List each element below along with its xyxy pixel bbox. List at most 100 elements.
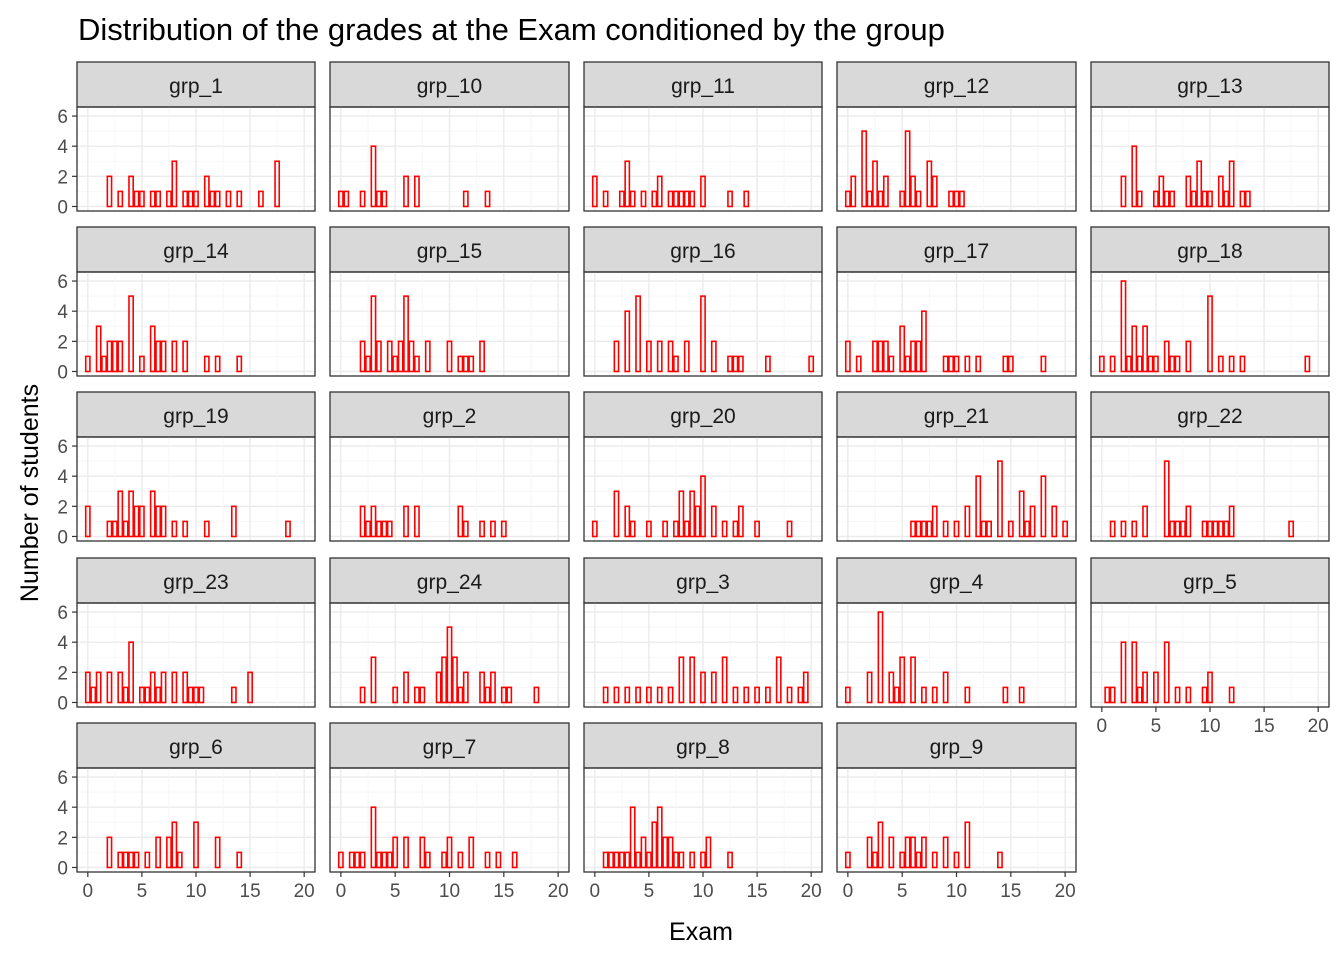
histogram-bar [1125,355,1132,373]
histogram-bar [1147,355,1154,373]
histogram-bar [915,851,922,869]
histogram-bar [1142,671,1148,704]
y-tick-label: 2 [57,663,68,684]
histogram-bar [375,520,382,538]
histogram-bar [710,671,717,704]
histogram-bar [727,355,733,373]
histogram-bar [1002,686,1009,704]
histogram-bar [635,851,641,869]
histogram-bar [370,656,377,704]
histogram-bar [613,340,620,373]
facet-label: grp_3 [676,571,730,594]
histogram-bar [413,355,420,373]
histogram-bar [193,190,199,208]
histogram-bar [160,671,167,704]
histogram-bar [484,686,491,704]
panel-border [836,271,1077,377]
panel-border [583,106,823,212]
histogram-bar [953,851,960,869]
histogram-bar [893,686,900,704]
x-tick-label: 0 [83,881,94,902]
histogram-bar [446,340,453,373]
facet-panel: grp_11 [583,61,823,212]
histogram-bar [629,190,636,208]
histogram-bar [624,160,631,208]
histogram-bar [765,355,771,373]
facet-label: grp_14 [163,240,229,263]
histogram-bar [462,190,469,208]
histogram-bar [457,686,464,704]
histogram-bar [381,520,388,538]
histogram-bar [149,325,156,373]
histogram-bar [171,821,178,869]
x-tick-label: 0 [590,881,601,902]
panel-border [1090,436,1330,542]
histogram-bar [457,505,464,538]
histogram-bar [236,355,243,373]
facet-label: grp_21 [924,405,989,428]
histogram-bar [403,836,409,869]
histogram-bar [424,340,431,373]
panel-border [329,106,570,212]
histogram-bar [689,656,696,704]
facet-strip [1090,391,1330,438]
histogram-bar [1098,355,1105,373]
histogram-bar [888,836,895,869]
histogram-bar [171,520,178,538]
histogram-bar [882,340,889,373]
histogram-bar [1153,671,1159,704]
histogram-bar [1174,355,1181,373]
histogram-bar [727,851,733,869]
histogram-bar [403,671,409,704]
histogram-bar [624,310,631,373]
histogram-bar [106,671,113,704]
facet-label: grp_2 [423,405,477,428]
x-tick-label: 20 [1308,716,1329,737]
facet-strip [76,61,316,108]
histogram-bar [397,340,404,373]
y-tick-label: 0 [57,693,68,714]
histogram-bar [624,505,631,538]
histogram-bar [285,520,291,538]
histogram-bar [866,836,873,869]
histogram-bar [171,671,178,704]
facet-panel: grp_16 [583,226,823,377]
histogram-bar [700,175,706,208]
histogram-bar [1109,355,1116,373]
histogram-bar [926,160,933,208]
histogram-bar [656,686,663,704]
y-tick-label: 4 [57,633,68,654]
histogram-bar [348,851,355,869]
histogram-bar [462,355,469,373]
histogram-bar [904,355,911,373]
histogram-bar [176,851,183,869]
histogram-bar [678,490,685,538]
histogram-bar [111,520,118,538]
histogram-bar [953,520,960,538]
y-axis-label: Number of students [16,384,44,602]
histogram-bar [678,656,685,704]
facet-strip [1090,557,1330,604]
histogram-bar [802,671,809,704]
histogram-bar [997,460,1003,538]
histogram-bar [214,355,221,373]
histogram-bar [1040,475,1047,538]
histogram-bar [1153,355,1159,373]
histogram-bar [931,505,938,538]
histogram-bar [139,190,145,208]
facet-panel: grp_19 0 2 4 6 [57,391,316,548]
y-tick-label: 4 [57,467,68,488]
histogram-bar [511,851,518,869]
histogram-bar [446,836,453,869]
histogram-bar [117,851,124,869]
histogram-bar [700,295,706,373]
histogram-bar [365,520,371,538]
x-tick-label: 15 [240,881,261,902]
histogram-bar [375,851,382,869]
histogram-bar [490,671,496,704]
histogram-bar [370,505,377,538]
histogram-bar [651,821,658,869]
histogram-bar [721,656,728,704]
facet-label: grp_12 [924,75,989,98]
histogram-bar [468,355,475,373]
